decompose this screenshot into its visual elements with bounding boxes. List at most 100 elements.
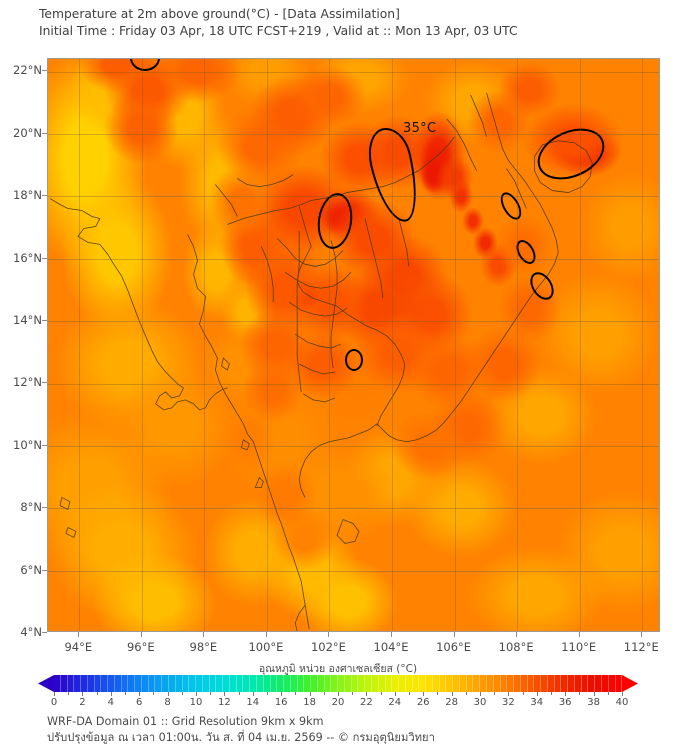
- footer-block: WRF-DA Domain 01 :: Grid Resolution 9km …: [47, 714, 667, 746]
- lon-tick-label-104: 104°E: [373, 640, 409, 654]
- temperature-blob: [291, 65, 367, 128]
- colorbar-tick-label-18: 18: [303, 697, 316, 708]
- colorbar-cell: [520, 675, 528, 692]
- colorbar-cell: [574, 675, 582, 692]
- colorbar-cell: [196, 675, 203, 692]
- colorbar-cell: [547, 675, 555, 692]
- lon-tick-106: [453, 632, 455, 637]
- colorbar-cell: [223, 675, 230, 692]
- colorbar-tick-label-20: 20: [331, 697, 345, 708]
- colorbar-cell: [101, 675, 109, 692]
- colorbar-tick-label-8: 8: [164, 697, 171, 708]
- colorbar-minor-tick: [181, 692, 183, 695]
- gridline-lon-110: [579, 59, 581, 631]
- colorbar-cell: [439, 675, 447, 692]
- latitude-axis: 4°N 6°N 8°N 10°N 12°N 14°N 16°N 18°N 20°N 22°N: [0, 58, 676, 639]
- colorbar-cell: [615, 675, 623, 692]
- colorbar-cell: [304, 675, 312, 692]
- colorbar-cell: [385, 675, 393, 692]
- gridline-lat-18: [48, 196, 659, 198]
- colorbar-under-arrow: [38, 675, 54, 692]
- colorbar-minor-tick: [96, 692, 98, 695]
- gridline-lon-104: [392, 59, 393, 631]
- lat-tick-label-6: 6°N: [20, 562, 42, 577]
- colorbar-minor-tick: [579, 692, 581, 695]
- lat-tick-6: [42, 569, 47, 571]
- colorbar-cell: [162, 675, 170, 692]
- colorbar-cell: [378, 675, 386, 692]
- footer-line-updated: ปรับปรุงข้อมูล ณ เวลา 01:00น. วัน ส. ที่…: [47, 731, 435, 744]
- gridline-lon-106: [454, 59, 456, 631]
- colorbar-cell: [608, 675, 616, 692]
- colorbar-tick-label-40: 40: [615, 697, 629, 708]
- lat-tick-18: [42, 195, 47, 197]
- colorbar-cell: [405, 675, 413, 692]
- colorbar-tick-label-14: 14: [246, 697, 260, 708]
- contour-label-35c: 35°C: [403, 121, 437, 136]
- colorbar-cell: [581, 675, 589, 692]
- colorbar-tick-label-36: 36: [558, 697, 572, 708]
- colorbar-minor-tick: [465, 692, 467, 695]
- lat-tick-16: [42, 257, 47, 259]
- colorbar-body[interactable]: [54, 675, 623, 692]
- colorbar-tick-28: [451, 692, 453, 696]
- colorbar-cell: [561, 675, 569, 692]
- colorbar-tick-40: [622, 692, 623, 696]
- colorbar-tick-label-26: 26: [416, 697, 430, 708]
- colorbar-cell: [588, 675, 596, 692]
- lon-tick-label-102: 102°E: [310, 640, 346, 654]
- colorbar-cell: [128, 675, 136, 692]
- lat-tick-8: [42, 507, 47, 509]
- gridline-lon-98: [204, 59, 206, 631]
- colorbar-cell: [419, 675, 427, 692]
- lon-tick-label-108: 108°E: [498, 640, 534, 654]
- colorbar-cell: [534, 675, 542, 692]
- gridline-lon-94: [79, 59, 81, 631]
- colorbar-cell: [277, 675, 285, 692]
- colorbar-tick-label-38: 38: [587, 697, 600, 708]
- colorbar-minor-tick: [267, 692, 268, 695]
- colorbar-tick-label-6: 6: [136, 697, 143, 708]
- colorbar-cell: [216, 675, 224, 692]
- colorbar-cell: [338, 675, 345, 692]
- gridline-lon-96: [141, 59, 143, 631]
- colorbar-cell: [169, 675, 176, 692]
- colorbar-cell: [466, 675, 474, 692]
- colorbar-tick-label-4: 4: [107, 697, 114, 708]
- colorbar-tick-label-32: 32: [502, 697, 515, 708]
- footer-line-model: WRF-DA Domain 01 :: Grid Resolution 9km …: [47, 715, 324, 728]
- lon-tick-108: [516, 632, 518, 637]
- colorbar-cell: [493, 675, 501, 692]
- colorbar-cell: [426, 675, 433, 692]
- gridline-lat-12: [48, 383, 659, 385]
- colorbar-minor-tick: [409, 692, 410, 695]
- colorbar[interactable]: อุณหภูมิ หน่วย องศาเซลเซียส (°C) 0 2 4 6 8 10…: [0, 660, 676, 712]
- colorbar-minor-tick: [352, 692, 354, 695]
- lat-tick-20: [42, 132, 47, 134]
- colorbar-cell: [74, 675, 82, 692]
- lon-tick-104: [391, 632, 393, 637]
- colorbar-gradient-row[interactable]: [38, 675, 638, 692]
- temperature-blob: [467, 545, 605, 631]
- colorbar-cell: [108, 675, 115, 692]
- colorbar-cell: [182, 675, 190, 692]
- temperature-heatmap-plot[interactable]: 35°C: [47, 58, 660, 632]
- gridline-lon-102: [329, 59, 331, 631]
- colorbar-cell: [500, 675, 508, 692]
- colorbar-cell: [317, 675, 325, 692]
- colorbar-tick-0: [54, 692, 55, 696]
- colorbar-cell: [392, 675, 400, 692]
- colorbar-minor-tick: [210, 692, 212, 695]
- colorbar-tick-4: [110, 692, 112, 696]
- lon-tick-label-110: 110°E: [561, 640, 597, 654]
- colorbar-tick-2: [82, 692, 84, 696]
- colorbar-minor-tick: [238, 692, 240, 695]
- colorbar-tick-10: [196, 692, 197, 696]
- colorbar-tick-20: [338, 692, 339, 696]
- colorbar-tick-label-0: 0: [50, 697, 58, 708]
- colorbar-cell: [141, 675, 149, 692]
- gridline-lat-8: [48, 508, 659, 510]
- lat-tick-label-20: 20°N: [13, 125, 42, 140]
- colorbar-tick-label-22: 22: [360, 697, 373, 708]
- lon-tick-label-106: 106°E: [436, 640, 472, 654]
